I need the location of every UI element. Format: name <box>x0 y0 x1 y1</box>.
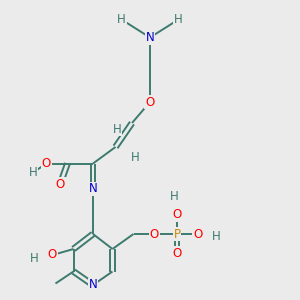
Text: H: H <box>28 166 38 179</box>
Text: O: O <box>42 157 51 170</box>
Text: O: O <box>48 248 57 262</box>
Text: N: N <box>88 182 98 196</box>
Text: O: O <box>172 247 182 260</box>
Text: O: O <box>172 208 182 221</box>
Text: H: H <box>174 13 183 26</box>
Text: H: H <box>169 190 178 203</box>
Text: O: O <box>146 95 154 109</box>
Text: H: H <box>112 122 122 136</box>
Text: H: H <box>117 13 126 26</box>
Text: P: P <box>173 227 181 241</box>
Text: N: N <box>146 31 154 44</box>
Text: O: O <box>56 178 64 191</box>
Text: H: H <box>30 251 39 265</box>
Text: O: O <box>194 227 202 241</box>
Text: O: O <box>150 227 159 241</box>
Text: N: N <box>88 278 98 292</box>
Text: H: H <box>130 151 140 164</box>
Text: H: H <box>212 230 220 244</box>
